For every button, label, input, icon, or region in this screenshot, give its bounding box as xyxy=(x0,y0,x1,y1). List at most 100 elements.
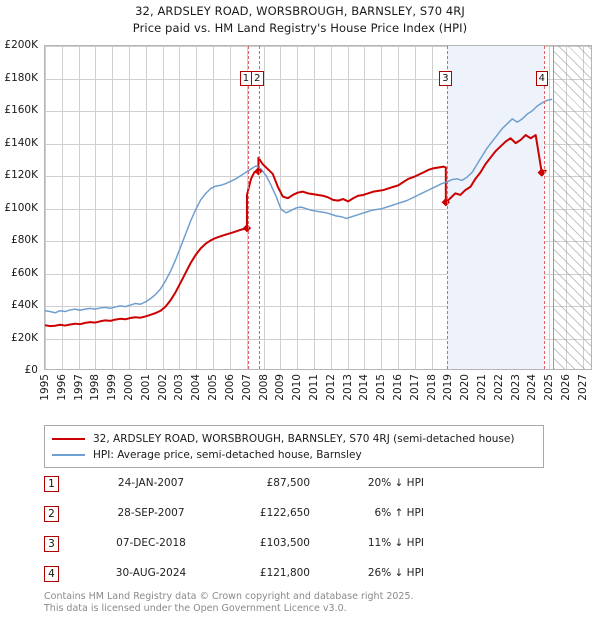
x-axis-tick-label: 2013 xyxy=(341,374,354,401)
x-axis-tick-label: 2006 xyxy=(223,374,236,401)
gridline-vertical xyxy=(264,46,265,369)
x-axis-tick-label: 1998 xyxy=(89,374,102,401)
y-axis-tick-label: £80K xyxy=(11,234,38,246)
x-axis-tick-label: 2009 xyxy=(274,374,287,401)
gridline-horizontal xyxy=(45,306,591,307)
x-axis-tick-label: 2004 xyxy=(190,374,203,401)
x-axis-tick-label: 2027 xyxy=(576,374,589,401)
x-axis-tick-label: 2024 xyxy=(526,374,539,401)
recent-period-shading xyxy=(447,46,544,369)
x-axis-tick-label: 2025 xyxy=(543,374,556,401)
y-axis-tick-label: £60K xyxy=(11,266,38,279)
chart-marker-flag-1[interactable]: 1 xyxy=(239,71,253,86)
chart-title-line1: 32, ARDSLEY ROAD, WORSBROUGH, BARNSLEY, … xyxy=(135,4,465,18)
chart-marker-flag-3[interactable]: 3 xyxy=(439,71,452,86)
transaction-vertical-line xyxy=(447,46,449,369)
y-axis-tick-label: £100K xyxy=(4,201,38,214)
y-axis-tick-label: £40K xyxy=(11,299,38,311)
x-axis-tick-label: 2021 xyxy=(476,374,489,401)
transaction-date: 07-DEC-2018 xyxy=(116,537,186,549)
gridline-horizontal xyxy=(45,79,591,80)
chart-legend: 32, ARDSLEY ROAD, WORSBROUGH, BARNSLEY, … xyxy=(44,425,544,468)
gridline-vertical xyxy=(79,46,80,369)
table-row[interactable]: 2 28-SEP-2007 £122,650 6% ↑ HPI xyxy=(44,504,464,534)
x-axis-tick-label: 2002 xyxy=(156,374,169,401)
gridline-horizontal xyxy=(45,209,591,210)
gridline-horizontal xyxy=(45,176,591,177)
x-axis-tick-label: 2023 xyxy=(509,374,522,401)
gridline-vertical xyxy=(230,46,231,369)
x-axis-tick-label: 2017 xyxy=(408,374,421,401)
x-axis-tick-label: 2019 xyxy=(442,374,455,401)
legend-label-property: 32, ARDSLEY ROAD, WORSBROUGH, BARNSLEY, … xyxy=(93,433,515,445)
gridline-vertical xyxy=(62,46,63,369)
x-axis-tick-label: 2005 xyxy=(207,374,220,401)
transaction-vertical-line xyxy=(259,46,261,369)
x-axis-tick-label: 2001 xyxy=(139,374,152,401)
gridline-vertical xyxy=(415,46,416,369)
x-axis-tick-label: 2020 xyxy=(459,374,472,401)
table-row[interactable]: 1 24-JAN-2007 £87,500 20% ↓ HPI xyxy=(44,474,464,504)
gridline-horizontal xyxy=(45,274,591,275)
x-axis-tick-label: 2014 xyxy=(358,374,371,401)
gridline-horizontal xyxy=(45,46,591,47)
x-axis-tick-label: 2026 xyxy=(560,374,573,401)
gridline-vertical xyxy=(348,46,349,369)
x-axis-tick-label: 2022 xyxy=(492,374,505,401)
gridline-vertical xyxy=(398,46,399,369)
gridline-horizontal xyxy=(45,241,591,242)
y-axis-tick-label: £20K xyxy=(11,331,38,344)
legend-swatch-hpi xyxy=(52,454,85,456)
price-chart-plot-area xyxy=(44,45,592,370)
x-axis-tick-label: 1997 xyxy=(72,374,85,401)
gridline-vertical xyxy=(112,46,113,369)
x-axis-tick-label: 2008 xyxy=(257,374,270,401)
chart-marker-flag-4[interactable]: 4 xyxy=(535,71,548,86)
gridline-vertical xyxy=(549,46,550,369)
transaction-index-badge: 3 xyxy=(44,536,59,552)
gridline-vertical xyxy=(129,46,130,369)
gridline-vertical xyxy=(331,46,332,369)
gridline-vertical xyxy=(432,46,433,369)
footer-line-2: This data is licensed under the Open Gov… xyxy=(44,602,347,614)
y-axis-tick-label: £0 xyxy=(24,364,38,376)
transaction-hpi-delta: 26% ↓ HPI xyxy=(367,567,424,579)
transaction-index-badge: 1 xyxy=(44,476,59,492)
y-axis-tick-label: £160K xyxy=(4,104,38,116)
table-row[interactable]: 4 30-AUG-2024 £121,800 26% ↓ HPI xyxy=(44,564,464,594)
y-axis-labels: £0 £20K £40K £60K £80K £100K £120K £140K £160K £1… xyxy=(0,39,40,376)
transaction-index-badge: 4 xyxy=(44,566,59,582)
gridline-vertical xyxy=(314,46,315,369)
gridline-vertical xyxy=(381,46,382,369)
forecast-hatched-region xyxy=(553,46,591,369)
chart-title-line2: Price paid vs. HM Land Registry's House … xyxy=(132,21,468,35)
x-axis-tick-label: 2012 xyxy=(324,374,337,401)
table-row[interactable]: 3 07-DEC-2018 £103,500 11% ↓ HPI xyxy=(44,534,464,564)
chart-marker-flag-2[interactable]: 2 xyxy=(251,71,264,86)
transaction-price: £121,800 xyxy=(259,567,310,579)
gridline-horizontal xyxy=(45,144,591,145)
x-axis-tick-label: 2000 xyxy=(123,374,136,401)
transaction-date: 28-SEP-2007 xyxy=(117,507,185,519)
x-axis-tick-label: 1999 xyxy=(106,374,119,401)
legend-swatch-property xyxy=(52,438,85,440)
gridline-horizontal xyxy=(45,111,591,112)
gridline-vertical xyxy=(179,46,180,369)
legend-label-hpi: HPI: Average price, semi-detached house,… xyxy=(93,449,362,461)
transaction-vertical-line xyxy=(543,46,545,369)
footer-line-1: Contains HM Land Registry data © Crown c… xyxy=(44,591,414,602)
x-axis-tick-label: 2016 xyxy=(392,374,404,401)
y-axis-tick-label: £140K xyxy=(4,136,38,149)
gridline-vertical xyxy=(146,46,147,369)
legend-item-hpi: HPI: Average price, semi-detached house,… xyxy=(52,447,536,463)
y-axis-tick-label: £120K xyxy=(4,169,38,181)
transaction-vertical-line xyxy=(247,46,249,369)
transaction-hpi-delta: 6% ↑ HPI xyxy=(374,507,424,519)
x-axis-tick-label: 2003 xyxy=(173,374,186,401)
x-axis-tick-label: 2011 xyxy=(307,374,320,401)
x-axis-tick-label: 2007 xyxy=(240,374,253,401)
transaction-date: 30-AUG-2024 xyxy=(115,567,187,579)
transaction-point-marker xyxy=(242,223,252,233)
x-axis-tick-label: 2010 xyxy=(291,374,304,401)
gridline-vertical xyxy=(163,46,164,369)
